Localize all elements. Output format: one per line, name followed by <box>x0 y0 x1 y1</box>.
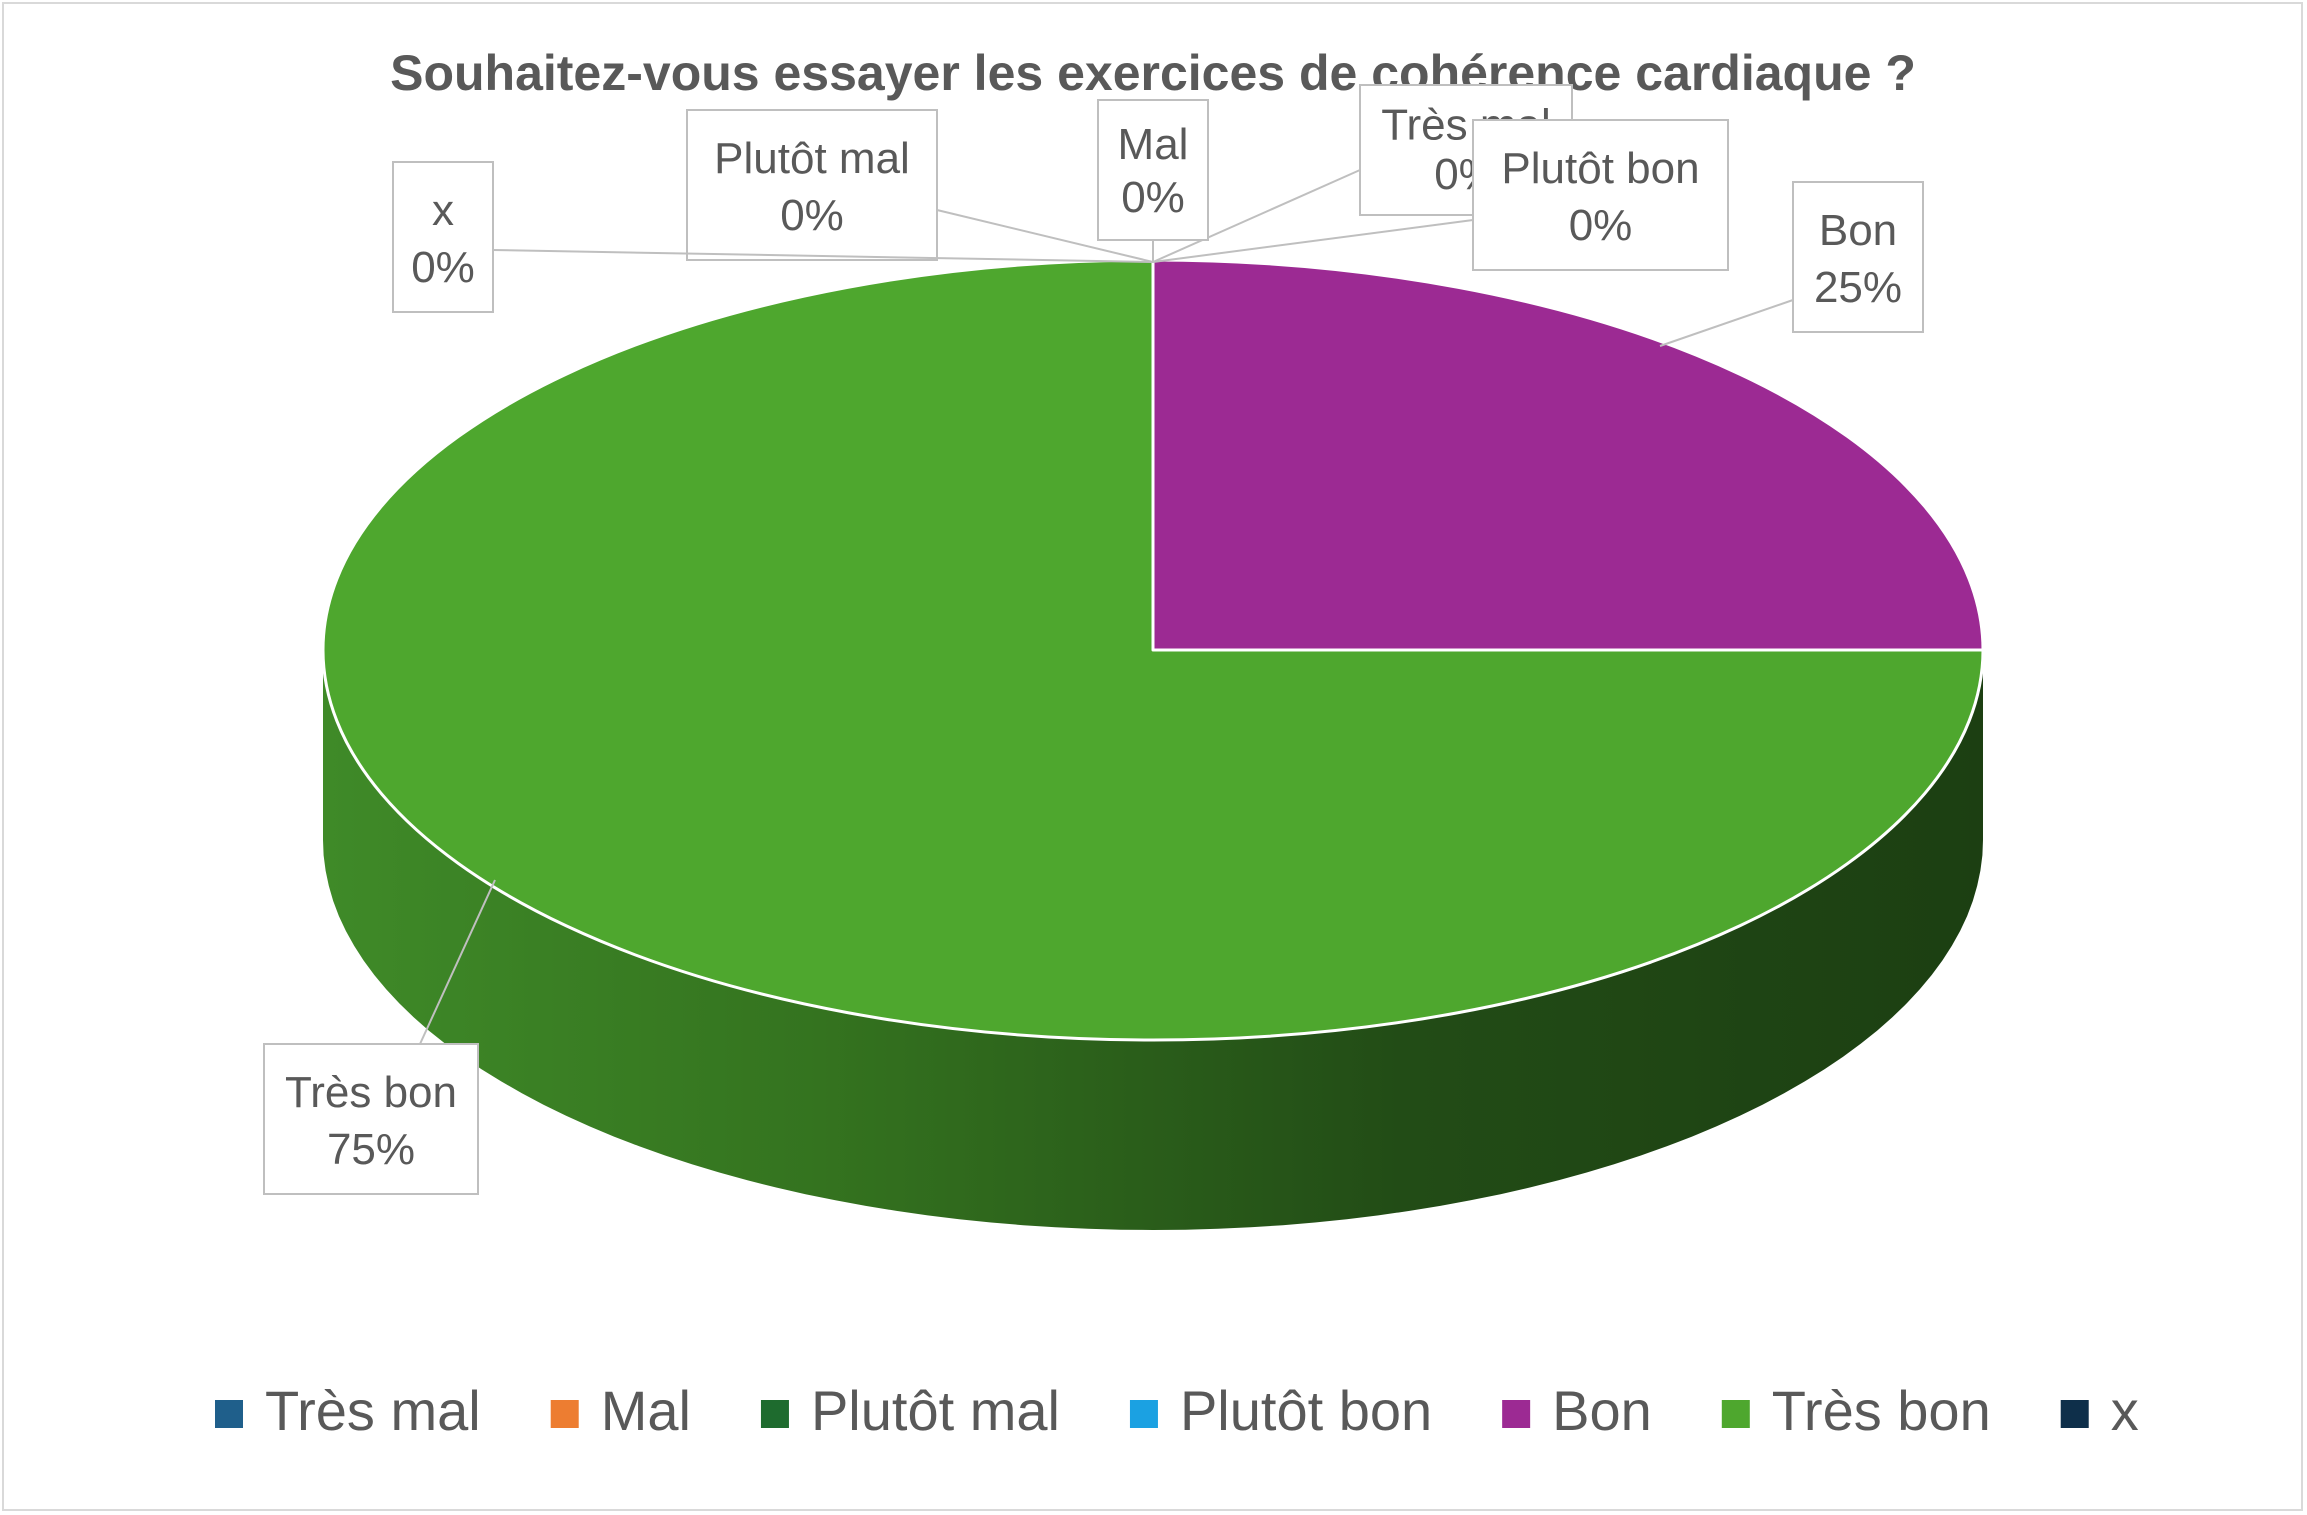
legend-label: x <box>2111 1379 2139 1442</box>
chart-title: Souhaitez-vous essayer les exercices de … <box>390 45 1916 101</box>
legend-swatch <box>1129 1400 1158 1428</box>
pie-slice-tres-bon <box>321 258 1985 1042</box>
data-label-category: Mal <box>1118 120 1189 169</box>
data-label-value: 0% <box>780 191 844 240</box>
leader-line <box>1659 299 1794 347</box>
legend-item-x: x <box>2060 1379 2139 1442</box>
data-label-category: Très bon <box>285 1068 457 1117</box>
data-label-category: Plutôt bon <box>1501 144 1699 193</box>
legend-label: Mal <box>601 1379 691 1442</box>
legend-label: Plutôt mal <box>811 1379 1060 1442</box>
data-label-bon: Bon 25% <box>1659 181 1924 347</box>
legend-label: Plutôt bon <box>1180 1379 1432 1442</box>
legend-item-bon: Bon <box>1502 1379 1652 1442</box>
legend-swatch <box>215 1400 243 1428</box>
pie-side-tres-bon <box>323 650 1983 1230</box>
data-label-value: 0% <box>411 243 475 292</box>
data-label-value: 0% <box>1569 201 1633 250</box>
legend-swatch <box>2060 1400 2089 1428</box>
data-label-category: x <box>432 186 454 235</box>
label-box <box>1472 119 1729 271</box>
data-label-tres-bon: Très bon 75% <box>263 879 496 1195</box>
legend-swatch <box>760 1400 789 1428</box>
data-label-value: 25% <box>1814 263 1902 312</box>
leader-line <box>1152 219 1474 263</box>
data-label-plutot-mal: Plutôt mal 0% <box>686 109 1154 263</box>
legend-label: Très bon <box>1772 1379 1991 1442</box>
legend-item-mal: Mal <box>550 1379 691 1442</box>
data-label-plutot-bon: Plutôt bon 0% <box>1152 119 1729 271</box>
label-box <box>263 1043 479 1195</box>
leader-line <box>1152 169 1361 263</box>
leader-line <box>936 209 1154 263</box>
legend-item-tres-mal: Très mal <box>215 1379 481 1442</box>
legend-item-plutot-mal: Plutôt mal <box>760 1379 1060 1442</box>
data-label-value: 0% <box>1121 173 1185 222</box>
label-box <box>686 109 938 261</box>
data-label-category: Plutôt mal <box>714 134 910 183</box>
legend-item-tres-bon: Très bon <box>1721 1379 1991 1442</box>
legend-swatch <box>550 1400 579 1428</box>
data-label-x: x 0% <box>392 161 1154 313</box>
pie-slice-bon <box>1151 258 1985 652</box>
legend-swatch <box>1502 1400 1531 1428</box>
legend-swatch <box>1721 1400 1750 1428</box>
label-box <box>392 161 494 313</box>
label-box <box>1792 181 1924 333</box>
label-box <box>1097 99 1209 241</box>
legend-label: Très mal <box>265 1379 481 1442</box>
leader-line <box>419 879 496 1045</box>
leader-line <box>492 249 1154 263</box>
legend-item-plutot-bon: Plutôt bon <box>1129 1379 1432 1442</box>
legend-label: Bon <box>1552 1379 1652 1442</box>
data-label-category: Bon <box>1819 206 1897 255</box>
data-label-value: 75% <box>327 1125 415 1174</box>
